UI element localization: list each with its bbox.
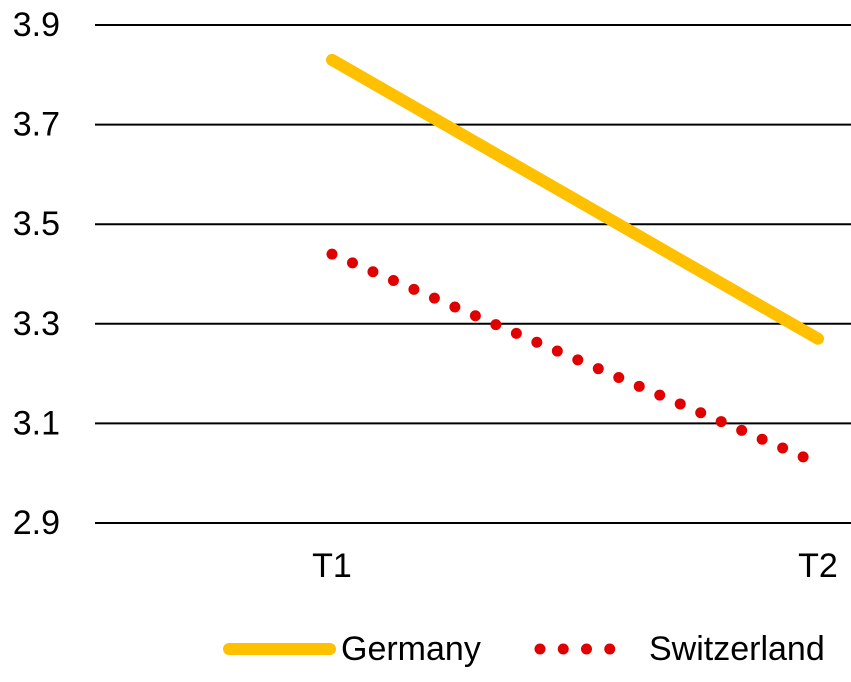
y-tick-label: 3.1 xyxy=(13,404,60,442)
series-switzerland xyxy=(326,248,824,469)
series-lines xyxy=(326,53,824,469)
y-tick-label: 3.5 xyxy=(13,205,60,243)
legend-item-switzerland: Switzerland xyxy=(534,630,825,668)
legend: Germany Switzerland xyxy=(223,630,825,668)
x-tick-label: T2 xyxy=(798,547,838,585)
x-axis-ticks: T1 T2 xyxy=(312,547,838,585)
legend-label: Germany xyxy=(341,630,481,668)
gridlines xyxy=(95,24,851,524)
y-tick-label: 3.9 xyxy=(13,6,60,44)
legend-item-germany: Germany xyxy=(223,630,481,668)
series-germany xyxy=(326,53,824,345)
y-tick-label: 2.9 xyxy=(13,504,60,542)
legend-label: Switzerland xyxy=(649,630,825,668)
y-tick-label: 3.3 xyxy=(13,305,60,343)
y-axis-ticks: 2.9 3.1 3.3 3.5 3.7 3.9 xyxy=(13,6,60,542)
series-line xyxy=(326,248,824,469)
y-tick-label: 3.7 xyxy=(13,106,60,144)
series-line xyxy=(326,53,824,345)
x-tick-label: T1 xyxy=(312,547,352,585)
